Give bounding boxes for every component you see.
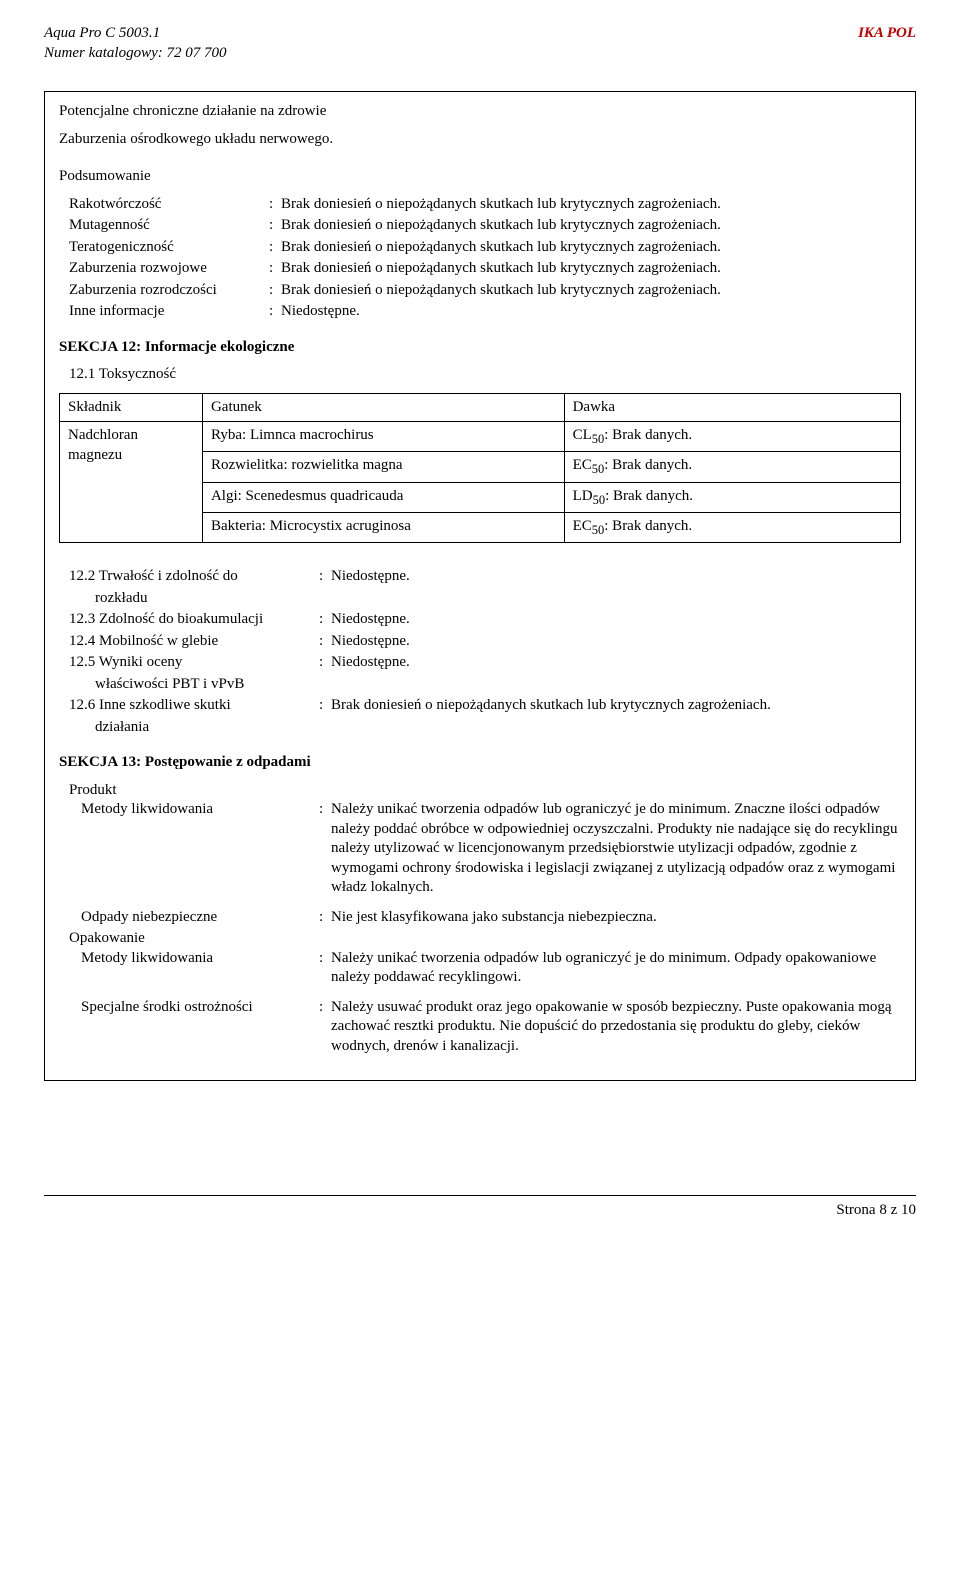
prec-text: Należy usuwać produkt oraz jego opakowan… <box>331 998 901 1057</box>
row-repro: Zaburzenia rozrodczości :Brak doniesień … <box>59 281 901 301</box>
row-12-2: 12.2 Trwałość i zdolność do :Niedostępne… <box>59 567 901 587</box>
val-12-5: Niedostępne. <box>331 653 901 673</box>
haz-label: Odpady niebezpieczne <box>59 908 319 928</box>
label-12-3: 12.3 Zdolność do bioakumulacji <box>59 610 319 630</box>
section-13-title: SEKCJA 13: Postępowanie z odpadami <box>59 753 901 773</box>
row-other: Inne informacje :Niedostępne. <box>59 302 901 322</box>
val-12-2: Niedostępne. <box>331 567 901 587</box>
tox-species-3: Bakteria: Microcystix acruginosa <box>202 512 564 542</box>
row-tera: Teratogeniczność :Brak doniesień o niepo… <box>59 238 901 258</box>
haz-text: Nie jest klasyfikowana jako substancja n… <box>331 908 901 928</box>
page-number: Strona 8 z 10 <box>836 1201 916 1221</box>
row-dev: Zaburzenia rozwojowe :Brak doniesień o n… <box>59 259 901 279</box>
label-12-4: 12.4 Mobilność w glebie <box>59 632 319 652</box>
col-ingredient: Składnik <box>60 393 203 422</box>
label-12-2: 12.2 Trwałość i zdolność do <box>59 567 319 587</box>
col-species: Gatunek <box>202 393 564 422</box>
val-cancer: Brak doniesień o niepożądanych skutkach … <box>281 195 901 215</box>
content-box: Potencjalne chroniczne działanie na zdro… <box>44 91 916 1081</box>
section-12-1: 12.1 Toksyczność <box>59 365 901 385</box>
label-12-2b: rozkładu <box>59 589 319 609</box>
section-12-list: 12.2 Trwałość i zdolność do :Niedostępne… <box>59 567 901 737</box>
catalog-number: Numer katalogowy: 72 07 700 <box>44 44 226 64</box>
product-label: Produkt <box>59 781 901 801</box>
prec-label: Specjalne środki ostrożności <box>59 998 319 1057</box>
label-dev: Zaburzenia rozwojowe <box>59 259 269 279</box>
method-text-1: Należy unikać tworzenia odpadów lub ogra… <box>331 800 901 898</box>
tox-header-row: Składnik Gatunek Dawka <box>60 393 901 422</box>
row-muta: Mutagenność :Brak doniesień o niepożądan… <box>59 216 901 236</box>
val-12-6: Brak doniesień o niepożądanych skutkach … <box>331 696 901 716</box>
method-label-1: Metody likwidowania <box>59 800 319 898</box>
val-repro: Brak doniesień o niepożądanych skutkach … <box>281 281 901 301</box>
section-12-title: SEKCJA 12: Informacje ekologiczne <box>59 338 901 358</box>
packaging-label: Opakowanie <box>59 929 901 949</box>
val-tera: Brak doniesień o niepożądanych skutkach … <box>281 238 901 258</box>
row-12-4: 12.4 Mobilność w glebie :Niedostępne. <box>59 632 901 652</box>
row-precautions: Specjalne środki ostrożności :Należy usu… <box>59 998 901 1057</box>
product-name: Aqua Pro C 5003.1 <box>44 24 226 44</box>
row-12-5: 12.5 Wyniki oceny :Niedostępne. <box>59 653 901 673</box>
label-12-5b: właściwości PBT i vPvB <box>59 675 319 695</box>
tox-dose-3: EC50: Brak danych. <box>564 512 900 542</box>
val-muta: Brak doniesień o niepożądanych skutkach … <box>281 216 901 236</box>
row-method-2: Metody likwidowania :Należy unikać tworz… <box>59 949 901 988</box>
tox-species-0: Ryba: Limnca macrochirus <box>202 422 564 452</box>
val-12-3: Niedostępne. <box>331 610 901 630</box>
tox-species-1: Rozwielitka: rozwielitka magna <box>202 452 564 482</box>
summary-heading: Podsumowanie <box>59 167 901 187</box>
label-other: Inne informacje <box>59 302 269 322</box>
tox-dose-1: EC50: Brak danych. <box>564 452 900 482</box>
section-13-body: Produkt Metody likwidowania :Należy unik… <box>59 781 901 1057</box>
label-12-6b: działania <box>59 718 319 738</box>
label-muta: Mutagenność <box>59 216 269 236</box>
row-12-6: 12.6 Inne szkodliwe skutki :Brak doniesi… <box>59 696 901 716</box>
toxicity-table: Składnik Gatunek Dawka Nadchloran magnez… <box>59 393 901 544</box>
label-tera: Teratogeniczność <box>59 238 269 258</box>
cns-text: Zaburzenia ośrodkowego układu nerwowego. <box>59 130 901 150</box>
method-text-2: Należy unikać tworzenia odpadów lub ogra… <box>331 949 901 988</box>
label-12-6: 12.6 Inne szkodliwe skutki <box>59 696 319 716</box>
tox-dose-0: CL50: Brak danych. <box>564 422 900 452</box>
label-12-5: 12.5 Wyniki oceny <box>59 653 319 673</box>
tox-ingredient: Nadchloran magnezu <box>60 422 203 543</box>
row-cancer: Rakotwórczość :Brak doniesień o niepożąd… <box>59 195 901 215</box>
method-label-2: Metody likwidowania <box>59 949 319 988</box>
val-12-4: Niedostępne. <box>331 632 901 652</box>
row-12-3: 12.3 Zdolność do bioakumulacji :Niedostę… <box>59 610 901 630</box>
tox-row-0: Nadchloran magnezu Ryba: Limnca macrochi… <box>60 422 901 452</box>
page-footer: Strona 8 z 10 <box>44 1201 916 1221</box>
row-hazardous: Odpady niebezpieczne :Nie jest klasyfiko… <box>59 908 901 928</box>
page-header: Aqua Pro C 5003.1 Numer katalogowy: 72 0… <box>44 24 916 63</box>
row-method-1: Metody likwidowania :Należy unikać tworz… <box>59 800 901 898</box>
footer-divider <box>44 1195 916 1196</box>
header-left: Aqua Pro C 5003.1 Numer katalogowy: 72 0… <box>44 24 226 63</box>
tox-species-2: Algi: Scenedesmus quadricauda <box>202 482 564 512</box>
val-dev: Brak doniesień o niepożądanych skutkach … <box>281 259 901 279</box>
label-repro: Zaburzenia rozrodczości <box>59 281 269 301</box>
label-cancer: Rakotwórczość <box>59 195 269 215</box>
header-brand: IKA POL <box>858 24 916 63</box>
tox-dose-2: LD50: Brak danych. <box>564 482 900 512</box>
col-dose: Dawka <box>564 393 900 422</box>
chronic-title: Potencjalne chroniczne działanie na zdro… <box>59 102 901 122</box>
val-other: Niedostępne. <box>281 302 901 322</box>
